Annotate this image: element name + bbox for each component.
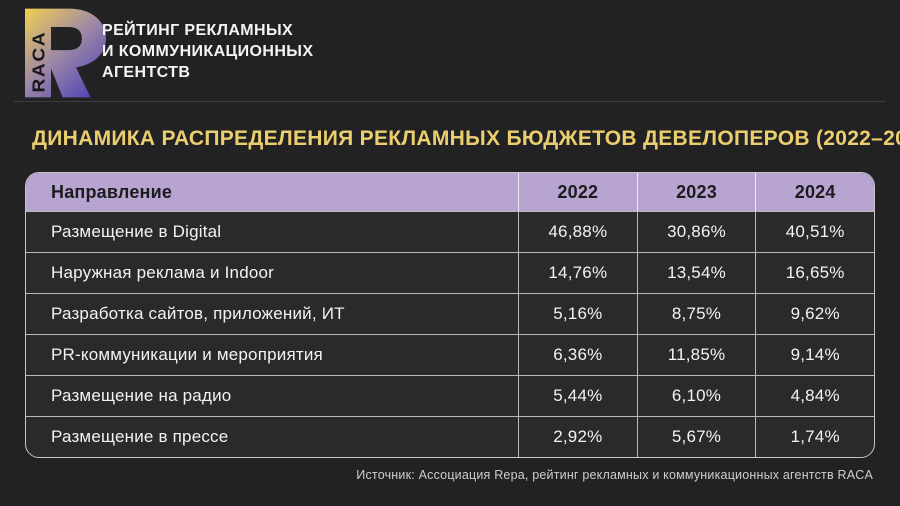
row-value-2022: 5,16% [518,294,637,334]
row-label: Размещение в прессе [51,427,229,446]
row-value-2024: 1,74% [755,417,874,457]
logo-wordmark: РЕЙТИНГ РЕКЛАМНЫХ И КОММУНИКАЦИОННЫХ АГЕ… [102,20,313,83]
row-value-2023: 5,67% [636,417,756,457]
table-row: Наружная реклама и Indoor 14,76% 13,54% … [26,252,874,293]
logo-letter-r-shape [25,8,106,98]
table-header-direction: Направление [51,182,173,202]
row-label: Наружная реклама и Indoor [51,263,275,282]
row-value-2024: 4,84% [755,376,874,416]
row-label: Размещение на радио [51,386,232,405]
wordmark-line-1: РЕЙТИНГ РЕКЛАМНЫХ [102,22,294,39]
table-header-2023: 2023 [636,173,756,211]
row-value-2024: 9,14% [755,335,874,375]
row-value-2024: 9,62% [755,294,874,334]
table-row: Размещение на радио 5,44% 6,10% 4,84% [26,375,874,416]
table-header-row: Направление 2022 2023 2024 [26,173,874,211]
table-row: Размещение в Digital 46,88% 30,86% 40,51… [26,211,874,252]
logo-acronym-text: RACA [28,31,48,93]
row-value-2022: 6,36% [518,335,637,375]
wordmark-line-3: АГЕНТСТВ [102,64,191,81]
table-header-2024: 2024 [755,173,874,211]
header-divider [14,101,886,102]
row-value-2023: 11,85% [636,335,756,375]
row-value-2022: 5,44% [518,376,637,416]
source-note: Источник: Ассоциация Repa, рейтинг рекла… [356,468,873,482]
row-value-2024: 40,51% [755,212,874,252]
table-row: Разработка сайтов, приложений, ИТ 5,16% … [26,293,874,334]
row-label: Разработка сайтов, приложений, ИТ [51,304,345,323]
page-title: ДИНАМИКА РАСПРЕДЕЛЕНИЯ РЕКЛАМНЫХ БЮДЖЕТО… [32,127,900,150]
row-value-2023: 13,54% [636,253,756,293]
table-row: Размещение в прессе 2,92% 5,67% 1,74% [26,416,874,457]
budget-table: Направление 2022 2023 2024 Размещение в … [25,172,875,458]
table-header-2022: 2022 [518,173,637,211]
row-value-2022: 46,88% [518,212,637,252]
row-label: PR-коммуникации и мероприятия [51,345,323,364]
table-row: PR-коммуникации и мероприятия 6,36% 11,8… [26,334,874,375]
wordmark-line-2: И КОММУНИКАЦИОННЫХ [102,43,314,60]
row-value-2023: 8,75% [636,294,756,334]
row-value-2022: 14,76% [518,253,637,293]
row-value-2024: 16,65% [755,253,874,293]
raca-logo-icon: RACA [25,8,106,98]
row-value-2023: 30,86% [636,212,756,252]
row-value-2023: 6,10% [636,376,756,416]
row-label: Размещение в Digital [51,222,222,241]
row-value-2022: 2,92% [518,417,637,457]
